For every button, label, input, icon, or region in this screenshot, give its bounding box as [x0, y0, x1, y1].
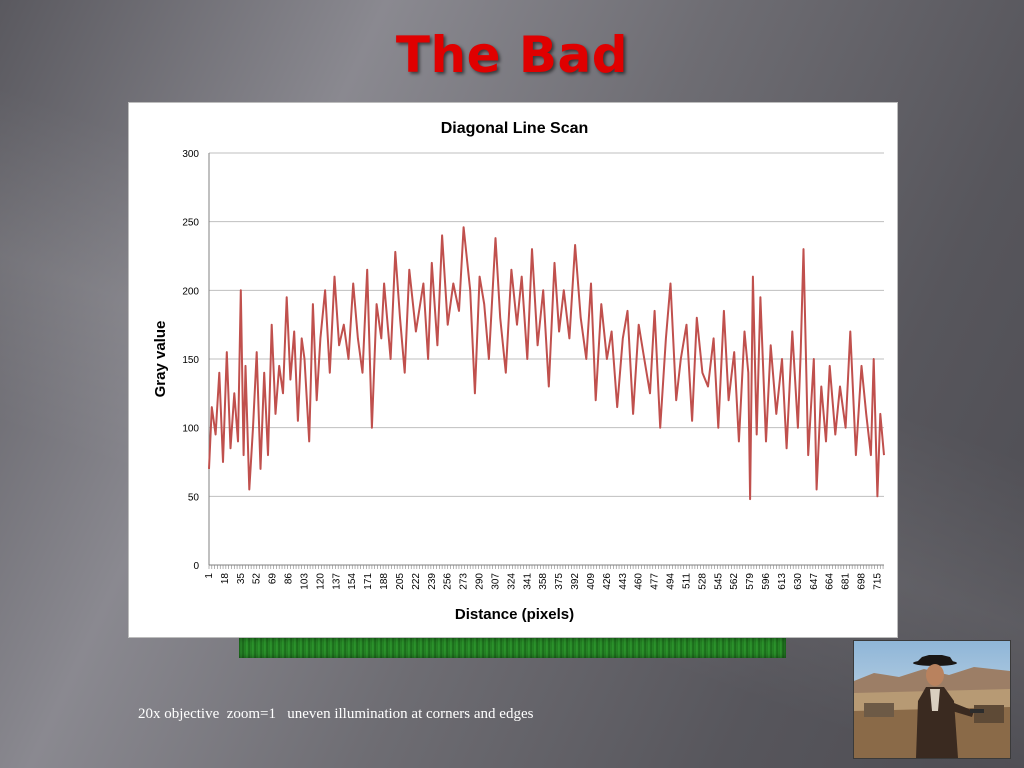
y-tick-label: 150 — [182, 355, 199, 366]
x-tick-label: 86 — [284, 573, 295, 585]
x-tick-label: 630 — [793, 573, 804, 590]
x-tick-label: 290 — [475, 573, 486, 590]
x-tick-label: 426 — [602, 573, 613, 590]
green-image-strip — [239, 638, 786, 658]
y-tick-label: 100 — [182, 424, 199, 435]
x-tick-label: 239 — [427, 573, 438, 590]
cowboy-photo — [853, 640, 1011, 759]
x-tick-label: 52 — [252, 573, 263, 585]
x-tick-label: 358 — [538, 573, 549, 590]
x-tick-label: 443 — [618, 573, 629, 590]
line-chart: Diagonal Line Scan 0 50 100 150 200 250 300 1 18 3… — [152, 120, 885, 623]
x-tick-label: 35 — [236, 573, 247, 585]
y-tick-label: 200 — [182, 286, 199, 297]
y-axis-label: Gray value — [152, 321, 169, 398]
x-tick-label: 545 — [713, 573, 724, 590]
x-axis-label: Distance (pixels) — [455, 606, 574, 623]
x-tick-label: 18 — [220, 573, 231, 585]
x-tick-label: 222 — [411, 573, 422, 590]
x-tick-label: 307 — [490, 573, 501, 590]
x-tick-label: 664 — [825, 573, 836, 590]
x-tick-label: 392 — [570, 573, 581, 590]
series-line — [208, 226, 885, 501]
x-tick-label: 205 — [395, 573, 406, 590]
x-tick-label: 579 — [745, 573, 756, 590]
x-tick-label: 188 — [379, 573, 390, 590]
y-tick-label: 300 — [182, 149, 199, 160]
y-tick-label: 250 — [182, 218, 199, 229]
x-tick-label: 596 — [761, 573, 772, 590]
chart-title: Diagonal Line Scan — [441, 120, 589, 137]
x-tick-label: 613 — [777, 573, 788, 590]
chart-container: Diagonal Line Scan 0 50 100 150 200 250 300 1 18 3… — [128, 102, 898, 638]
x-tick-label: 171 — [363, 573, 374, 590]
x-tick-label: 375 — [554, 573, 565, 590]
x-tick-label: 409 — [586, 573, 597, 590]
x-tick-label: 528 — [697, 573, 708, 590]
x-tick-label: 647 — [809, 573, 820, 590]
x-tick-label: 1 — [204, 573, 215, 579]
x-tick-label: 256 — [443, 573, 454, 590]
x-tick-label: 324 — [506, 573, 517, 590]
y-tick-label: 0 — [193, 561, 199, 572]
x-tick-label: 103 — [299, 573, 310, 590]
x-tick-label: 460 — [634, 573, 645, 590]
x-tick-label: 698 — [857, 573, 868, 590]
x-tick-label: 137 — [331, 573, 342, 590]
x-tick-label: 341 — [522, 573, 533, 590]
x-tick-label: 681 — [841, 573, 852, 590]
slide-title: The Bad — [395, 26, 629, 84]
x-tick-label: 154 — [347, 573, 358, 590]
x-tick-label: 494 — [666, 573, 677, 590]
x-tick-label: 715 — [872, 573, 883, 590]
slide-caption: 20x objective zoom=1 uneven illumination… — [138, 706, 534, 722]
x-tick-label: 69 — [268, 573, 279, 585]
y-tick-label: 50 — [188, 492, 200, 503]
x-tick-label: 120 — [315, 573, 326, 590]
x-tick-label: 273 — [459, 573, 470, 590]
x-tick-label: 477 — [650, 573, 661, 590]
x-tick-label: 511 — [681, 573, 692, 589]
x-tick-label: 562 — [729, 573, 740, 590]
